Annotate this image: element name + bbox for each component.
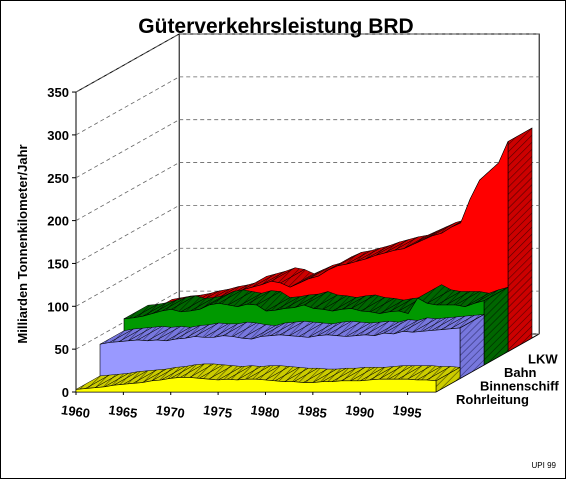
y-tick-label: 300 — [47, 128, 69, 143]
y-tick-label: 350 — [47, 85, 69, 100]
x-tick-label: 1970 — [155, 402, 186, 421]
gridline-left-350 — [75, 33, 180, 93]
x-tick-labels: 1960 1965 1970 1975 1980 1985 1990 1995 — [60, 392, 423, 421]
y-tick-label: 100 — [47, 299, 69, 314]
x-tick-label: 1975 — [202, 402, 233, 421]
x-tick-label: 1980 — [250, 402, 281, 421]
x-tick-label: 1985 — [297, 402, 328, 421]
y-tick-label: 0 — [62, 385, 69, 400]
gridline-left-200 — [75, 162, 180, 221]
series-label-bahn: Bahn — [504, 365, 537, 380]
series-label-binnenschiff: Binnenschiff — [480, 379, 559, 394]
series-binnenschiff — [99, 313, 485, 380]
y-tick-labels: 0 50 100 150 200 250 300 350 — [47, 85, 76, 400]
series-rohrleitung — [75, 363, 461, 393]
front-face — [75, 377, 437, 393]
end-facet — [507, 127, 533, 353]
series-layer — [75, 127, 533, 393]
source-note: UPI 99 — [532, 461, 557, 470]
gridline-left-300 — [75, 76, 180, 136]
series-label-rohrleitung: Rohrleitung — [456, 392, 529, 407]
x-tick-label: 1990 — [344, 402, 375, 421]
gridline-left-100 — [75, 247, 180, 307]
gridline-left-250 — [75, 119, 180, 179]
end-facet — [483, 286, 509, 366]
gridline-left-150 — [75, 205, 180, 264]
series-label-lkw: LKW — [528, 352, 558, 367]
y-tick-label: 250 — [47, 171, 69, 186]
y-tick-label: 200 — [47, 214, 69, 229]
y-tick-label: 50 — [55, 342, 69, 357]
x-tick-label: 1960 — [60, 402, 91, 421]
y-tick-label: 150 — [47, 256, 69, 271]
y-axis-label: Milliarden Tonnenkilometer/Jahr — [15, 144, 30, 343]
chart-title: Güterverkehrsleistung BRD — [138, 15, 413, 38]
x-tick-label: 1995 — [392, 402, 423, 421]
x-tick-label: 1965 — [108, 402, 139, 421]
